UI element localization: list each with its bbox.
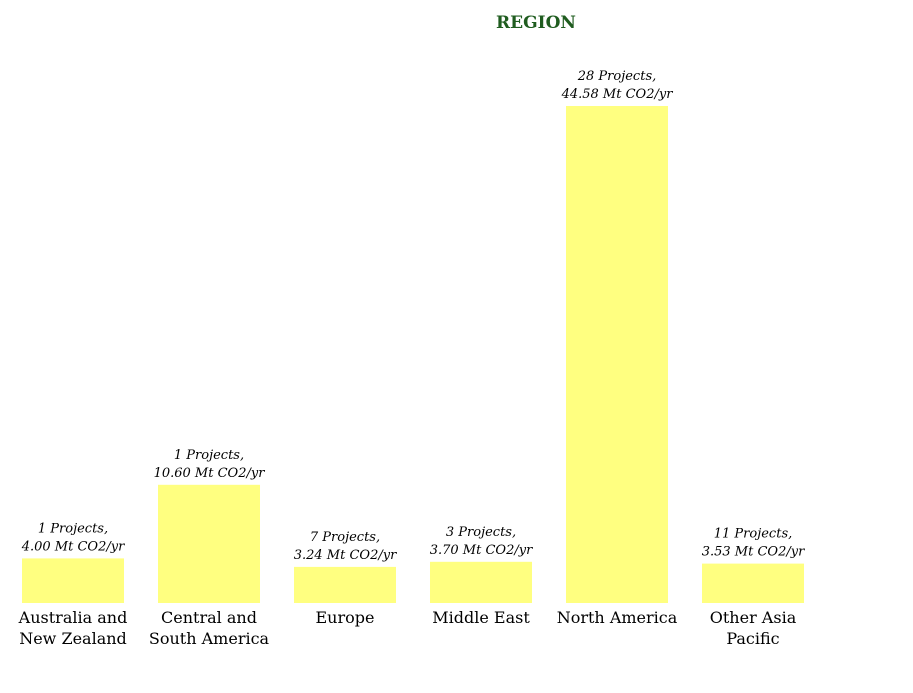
category-label-line: North America [557,608,678,627]
data-label-2: 7 Projects, 3.24 Mt CO2/yr [294,530,397,563]
data-label-line: 10.60 Mt CO2/yr [154,466,266,481]
data-label-line: 7 Projects, [310,530,380,545]
data-label-5: 11 Projects, 3.53 Mt CO2/yr [702,527,805,560]
category-label-0: Australia and New Zealand [18,608,128,648]
category-labels-group: Australia and New Zealand Central and South… [18,608,797,648]
data-label-line: 3.70 Mt CO2/yr [430,543,533,558]
data-label-line: 1 Projects, [174,448,244,463]
bars-group [22,106,804,603]
category-label-line: Middle East [432,608,530,627]
data-label-line: 44.58 Mt CO2/yr [561,87,674,102]
bar-5 [702,563,804,603]
category-label-line: Central and [161,608,257,627]
data-label-line: 28 Projects, [577,69,657,84]
category-label-line: Australia and [18,608,128,627]
category-label-line: New Zealand [19,629,127,648]
data-label-0: 1 Projects, 4.00 Mt CO2/yr [21,521,125,554]
bar-3 [430,561,532,603]
data-label-1: 1 Projects, 10.60 Mt CO2/yr [154,448,266,481]
data-label-3: 3 Projects, 3.70 Mt CO2/yr [430,525,533,558]
category-label-1: Central and South America [149,608,270,648]
category-label-line: South America [149,629,270,648]
data-label-line: 11 Projects, [714,527,793,542]
category-label-2: Europe [316,608,375,627]
category-label-line: Other Asia [710,608,797,627]
category-label-4: North America [557,608,678,627]
bar-1 [158,484,260,603]
bar-2 [294,566,396,603]
data-label-line: 3.53 Mt CO2/yr [702,545,805,560]
category-label-5: Other Asia Pacific [710,608,797,648]
category-label-line: Pacific [726,629,779,648]
bar-0 [22,558,124,603]
data-label-line: 3 Projects, [446,525,516,540]
data-labels-group: 1 Projects, 4.00 Mt CO2/yr 1 Projects, 10.6… [21,69,805,563]
chart-title: REGION [496,13,576,33]
data-label-4: 28 Projects, 44.58 Mt CO2/yr [561,69,674,102]
data-label-line: 3.24 Mt CO2/yr [294,548,397,563]
category-label-3: Middle East [432,608,530,627]
data-label-line: 4.00 Mt CO2/yr [21,539,125,554]
category-label-line: Europe [316,608,375,627]
data-label-line: 1 Projects, [38,521,108,536]
bar-4 [566,106,668,603]
